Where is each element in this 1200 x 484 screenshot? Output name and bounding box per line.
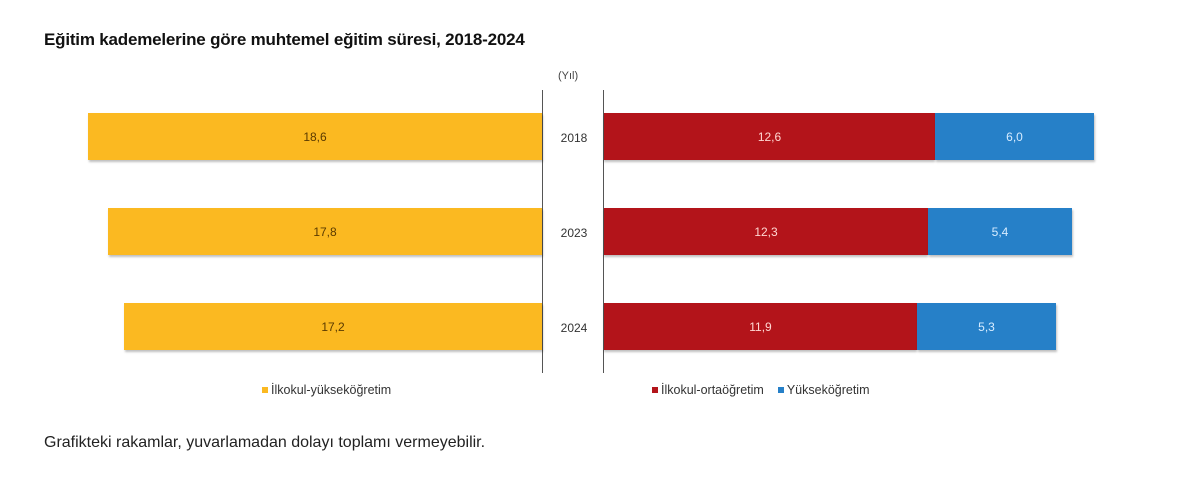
year-label-2023: 2023 — [560, 226, 588, 240]
right-axis-line — [603, 90, 604, 373]
bar-total-2023: 17,8 — [108, 208, 542, 255]
bar-value: 5,3 — [978, 319, 995, 334]
bar-value: 11,9 — [749, 319, 772, 334]
bar-value: 5,4 — [991, 224, 1009, 239]
legend-right: İlkokul-ortaöğretim Yükseköğretim — [652, 383, 870, 397]
bar-value: 17,2 — [321, 319, 345, 334]
bar-higher-2023: 5,4 — [928, 208, 1072, 255]
bar-value: 6,0 — [1006, 129, 1023, 144]
legend-label: Yükseköğretim — [786, 383, 870, 397]
bar-primary-secondary-2018: 12,6 — [604, 113, 935, 160]
legend-swatch-red-icon — [652, 387, 658, 393]
bar-higher-2024: 5,3 — [917, 303, 1056, 350]
bar-value: 18,6 — [303, 129, 327, 144]
year-label-2018: 2018 — [560, 131, 588, 145]
bar-value: 17,8 — [313, 224, 337, 239]
legend-label: İlkokul-ortaöğretim — [661, 383, 764, 397]
bar-value: 12,3 — [754, 224, 778, 239]
bar-total-2018: 18,6 — [88, 113, 542, 160]
year-label-2024: 2024 — [560, 321, 588, 335]
bar-total-2024: 17,2 — [124, 303, 542, 350]
left-axis-line — [542, 90, 543, 373]
bar-value: 12,6 — [757, 129, 782, 144]
legend-swatch-yellow-icon — [262, 387, 268, 393]
legend-label: İlkokul-yükseköğretim — [271, 383, 392, 397]
unit-label: (Yıl) — [558, 70, 579, 82]
footnote: Grafikteki rakamlar, yuvarlamadan dolayı… — [44, 434, 486, 451]
legend-left: İlkokul-yükseköğretim — [262, 383, 391, 397]
bar-primary-secondary-2023: 12,3 — [604, 208, 928, 255]
chart-title: Eğitim kademelerine göre muhtemel eğitim… — [44, 30, 525, 49]
legend-swatch-blue-icon — [777, 387, 784, 393]
bar-higher-2018: 6,0 — [935, 113, 1094, 160]
bar-primary-secondary-2024: 11,9 — [604, 303, 917, 350]
